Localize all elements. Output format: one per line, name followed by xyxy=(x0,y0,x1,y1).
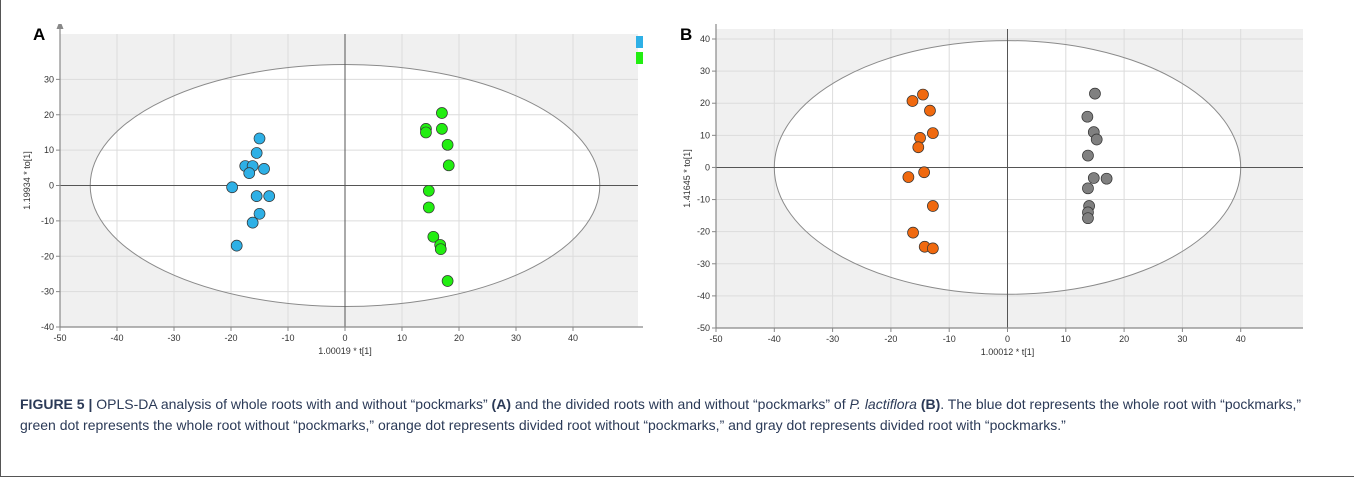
legend-swatch-1 xyxy=(636,36,643,48)
scatter-point-series-1 xyxy=(250,190,263,202)
scatter-point-series-1 xyxy=(927,242,939,255)
scatter-point-series-2 xyxy=(441,138,454,151)
scatter-point-series-1 xyxy=(918,166,930,179)
scatter-point-series-2 xyxy=(434,243,447,256)
scatter-point-series-1 xyxy=(243,167,256,179)
x-tick-label: -10 xyxy=(281,333,294,343)
x-tick-label: 20 xyxy=(1119,334,1129,344)
caption-species: P. lactiflora xyxy=(849,396,917,412)
x-tick-label: -50 xyxy=(709,334,722,344)
legend-swatch-2 xyxy=(636,52,643,64)
panel-letter-a: A xyxy=(33,25,46,44)
x-tick-label: -20 xyxy=(884,334,897,344)
y-tick-label: -40 xyxy=(697,291,710,301)
x-tick-label: -30 xyxy=(167,333,180,343)
y-tick-label: -30 xyxy=(697,259,710,269)
scatter-point-series-1 xyxy=(902,171,915,183)
scatter-point-series-2 xyxy=(441,275,454,287)
y-tick-label: 10 xyxy=(44,145,54,155)
figure-caption: FIGURE 5 | OPLS-DA analysis of whole roo… xyxy=(20,394,1340,436)
scatter-point-series-1 xyxy=(253,132,266,145)
scatter-point-series-2 xyxy=(1087,172,1100,184)
y-tick-label: 0 xyxy=(705,162,710,172)
y-tick-label: -20 xyxy=(41,251,54,261)
scatter-point-series-2 xyxy=(1089,87,1101,100)
scatter-point-series-2 xyxy=(1082,149,1094,162)
y-tick-label: 0 xyxy=(49,181,54,191)
scatter-point-series-1 xyxy=(917,88,929,101)
x-tick-label: 10 xyxy=(397,333,407,343)
x-tick-label: -40 xyxy=(768,334,781,344)
x-tick-label: -50 xyxy=(53,333,66,343)
scatter-point-series-2 xyxy=(1100,172,1113,185)
caption-ref-a: (A) xyxy=(491,396,511,412)
y-tick-label: 30 xyxy=(700,66,710,76)
scatter-point-series-1 xyxy=(912,141,925,154)
x-axis-title: 1.00019 * t[1] xyxy=(318,346,372,356)
caption-text-1: OPLS-DA analysis of whole roots with and… xyxy=(92,396,492,412)
scatter-plot-b: -50 -40 -30 -20 -10 0 10 20 30 40 -50 -40 -30 -20 -10 0… xyxy=(682,24,1303,357)
scatter-point-series-1 xyxy=(226,181,238,194)
scatter-point-series-1 xyxy=(250,147,263,159)
scatter-point-series-1 xyxy=(253,207,266,220)
scatter-point-series-2 xyxy=(422,184,435,197)
scatter-point-series-2 xyxy=(422,201,435,214)
caption-text-4: . The blue dot represents the whole root… xyxy=(20,396,1302,433)
scatter-point-series-2 xyxy=(427,230,440,243)
scatter-point-series-2 xyxy=(436,123,448,135)
y-tick-label: 20 xyxy=(44,110,54,120)
y-axis-title: 1.41645 * to[1] xyxy=(682,149,692,208)
x-tick-label: 10 xyxy=(1061,334,1071,344)
x-tick-label: 20 xyxy=(454,333,464,343)
y-axis-arrow xyxy=(56,24,64,29)
scatter-plot-a: -50 -40 -30 -20 -10 0 10 20 30 40-40-30-20-100102… xyxy=(22,24,643,356)
x-axis-title: 1.00012 * t[1] xyxy=(981,347,1035,357)
scatter-point-series-1 xyxy=(246,216,259,229)
scatter-point-series-1 xyxy=(927,127,939,139)
scatter-point-series-1 xyxy=(258,163,270,175)
caption-ref-b: (B) xyxy=(920,396,941,412)
y-tick-label: 10 xyxy=(700,130,710,140)
x-tick-label: 40 xyxy=(1236,334,1246,344)
scatter-point-series-2 xyxy=(442,159,455,172)
x-tick-label: 0 xyxy=(1005,334,1010,344)
scatter-point-series-1 xyxy=(927,200,939,212)
x-tick-label: -20 xyxy=(224,333,237,343)
x-tick-label: -30 xyxy=(826,334,839,344)
scatter-point-series-2 xyxy=(1090,133,1103,146)
y-tick-label: 30 xyxy=(44,74,54,84)
panel-letter-b: B xyxy=(680,25,693,44)
scatter-point-series-1 xyxy=(907,226,919,239)
y-tick-label: 20 xyxy=(700,98,710,108)
x-tick-label: -40 xyxy=(110,333,123,343)
x-tick-label: 30 xyxy=(1177,334,1187,344)
y-tick-label: -50 xyxy=(697,323,710,333)
scatter-point-series-2 xyxy=(1082,212,1094,225)
scatter-point-series-2 xyxy=(1081,110,1094,123)
y-tick-label: -10 xyxy=(697,195,710,205)
scatter-point-series-2 xyxy=(420,126,432,139)
y-tick-label: 40 xyxy=(700,34,710,44)
y-tick-label: -10 xyxy=(41,216,54,226)
y-tick-label: -40 xyxy=(41,322,54,332)
scatter-point-series-2 xyxy=(436,107,448,119)
x-tick-label: 0 xyxy=(342,333,347,343)
scatter-point-series-1 xyxy=(263,190,276,202)
x-tick-label: 40 xyxy=(568,333,578,343)
scatter-point-series-1 xyxy=(924,104,936,117)
scatter-point-series-2 xyxy=(1082,182,1094,195)
y-tick-label: -30 xyxy=(41,287,54,297)
scatter-point-series-1 xyxy=(230,239,243,252)
scatter-point-series-1 xyxy=(906,95,919,107)
x-tick-label: 30 xyxy=(511,333,521,343)
y-axis-title: 1.19934 * to[1] xyxy=(22,151,32,210)
caption-figure-label: FIGURE 5 | xyxy=(20,396,93,412)
x-tick-label: -10 xyxy=(943,334,956,344)
caption-text-2: and the divided roots with and without “… xyxy=(510,396,850,412)
y-tick-label: -20 xyxy=(697,227,710,237)
